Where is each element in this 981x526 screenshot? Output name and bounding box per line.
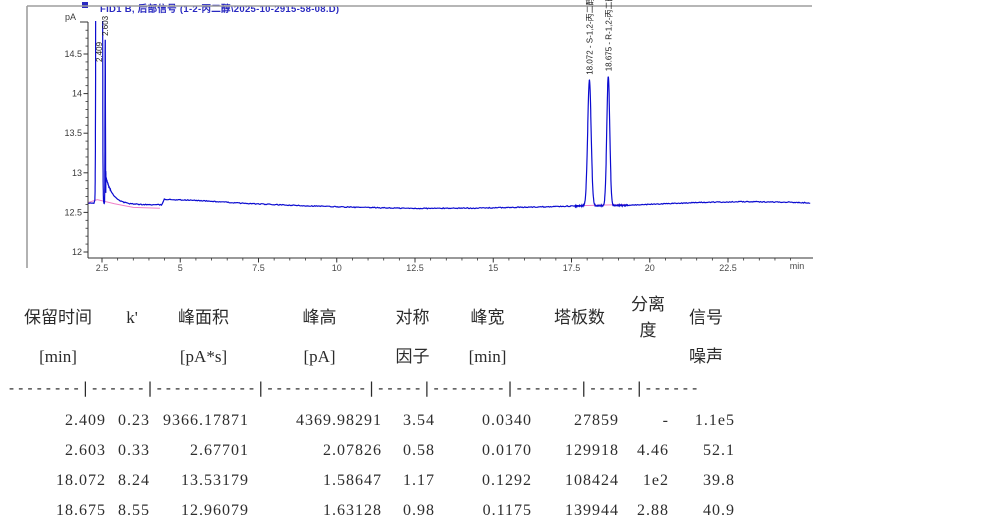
- table-cell: 0.1175: [482, 502, 532, 519]
- column-header: [pA]: [303, 347, 336, 366]
- table-cell: 40.9: [703, 502, 735, 519]
- table-cell: 27859: [574, 412, 619, 429]
- column-header: [623, 344, 673, 370]
- table-cell: 2.07826: [323, 442, 382, 459]
- table-cell: 8.55: [118, 502, 150, 519]
- column-header: 对称: [395, 308, 430, 327]
- table-cell: 0.1292: [482, 472, 532, 489]
- table-row: 2.603 0.33 2.67701 2.07826 0.58 0.0170 129918 4…: [6, 436, 739, 466]
- table-cell: 0.33: [118, 442, 150, 459]
- column-header: 峰宽: [470, 308, 505, 327]
- table-cell: 4369.98291: [296, 412, 382, 429]
- table-row: 2.409 0.23 9366.17871 4369.98291 3.54 0.0340 2…: [6, 406, 739, 436]
- peak-table-section: 保留时间 k' 峰面积 峰高 对称 峰宽 塔板数 分离度 信号 [min] [pA*s] [pA] 因子…: [6, 292, 739, 526]
- column-header: 分离度: [631, 295, 665, 340]
- table-cell: 18.675: [56, 502, 106, 519]
- x-axis-unit: min: [790, 261, 805, 271]
- x-tick-label: 7.5: [252, 263, 265, 273]
- x-tick-label: 15: [488, 263, 498, 273]
- y-tick-label: 13: [72, 168, 82, 178]
- table-cell: 1.17: [403, 472, 435, 489]
- table-cell: 3.54: [403, 412, 435, 429]
- peak-results-table: 保留时间 k' 峰面积 峰高 对称 峰宽 塔板数 分离度 信号 [min] [pA*s] [pA] 因子…: [6, 292, 739, 526]
- table-cell: 12.96079: [181, 502, 249, 519]
- column-header: 因子: [395, 347, 430, 366]
- signal-trace: [88, 21, 811, 210]
- x-tick-label: 22.5: [719, 263, 737, 273]
- table-cell: 0.0170: [482, 442, 532, 459]
- table-cell: 2.88: [637, 502, 669, 519]
- table-cell: 0.98: [403, 502, 435, 519]
- header-row-2: [min] [pA*s] [pA] 因子 [min] 噪声: [6, 344, 739, 370]
- table-cell: 139944: [565, 502, 619, 519]
- table-cell: 2.603: [65, 442, 106, 459]
- peak-label: 2.603: [101, 15, 110, 36]
- x-tick-label: 2.5: [96, 263, 109, 273]
- table-cell: 1.58647: [323, 472, 382, 489]
- x-tick-label: 10: [332, 263, 342, 273]
- column-header: k': [126, 308, 138, 327]
- column-header: 塔板数: [554, 308, 605, 327]
- signal-legend-marker: [82, 2, 88, 8]
- column-header: [536, 344, 623, 370]
- x-tick-label: 20: [645, 263, 655, 273]
- column-header: [110, 344, 154, 370]
- y-axis-unit: pA: [65, 12, 76, 22]
- table-cell: 1.1e5: [694, 412, 735, 429]
- column-header: 保留时间: [24, 308, 92, 327]
- column-header: [pA*s]: [179, 347, 228, 366]
- table-cell: 4.46: [637, 442, 669, 459]
- chart-title: FID1 B, 后部信号 (1-2-丙二醇\2025-10-2915-58-08…: [100, 3, 339, 15]
- y-tick-label: 14: [72, 89, 82, 99]
- table-cell: 0.23: [118, 412, 150, 429]
- table-cell: 52.1: [703, 442, 735, 459]
- table-cell: 9366.17871: [163, 412, 249, 429]
- y-tick-label: 12: [72, 247, 82, 257]
- table-cell: 108424: [565, 472, 619, 489]
- table-cell: 1.63128: [323, 502, 382, 519]
- column-header: 峰高: [302, 308, 337, 327]
- column-header: 信号: [689, 308, 723, 327]
- header-row-1: 保留时间 k' 峰面积 峰高 对称 峰宽 塔板数 分离度 信号: [6, 292, 739, 344]
- peak-label: 18.675 - R-1,2-丙二醇: [603, 0, 613, 71]
- table-cell: 2.67701: [190, 442, 249, 459]
- column-header: [min]: [39, 347, 77, 366]
- column-header: 峰面积: [178, 308, 229, 327]
- y-tick-label: 13.5: [64, 128, 82, 138]
- table-cell: 2.409: [65, 412, 106, 429]
- table-row: 18.675 8.55 12.96079 1.63128 0.98 0.1175 13994…: [6, 496, 739, 526]
- column-header: [min]: [468, 347, 507, 366]
- y-tick-label: 14.5: [64, 49, 82, 59]
- table-cell: -: [662, 412, 669, 429]
- table-cell: 129918: [565, 442, 619, 459]
- table-row: 18.072 8.24 13.53179 1.58647 1.17 0.1292 10842…: [6, 466, 739, 496]
- table-cell: 39.8: [703, 472, 735, 489]
- column-header: 噪声: [689, 347, 723, 366]
- report-page: FID1 B, 后部信号 (1-2-丙二醇\2025-10-2915-58-08…: [0, 0, 840, 519]
- table-cell: 18.072: [56, 472, 106, 489]
- separator-line: --------|------|-----------|-----------|…: [7, 379, 700, 397]
- table-cell: 1e2: [642, 472, 669, 489]
- separator-row: --------|------|-----------|-----------|…: [6, 370, 739, 406]
- x-tick-label: 17.5: [563, 263, 581, 273]
- table-cell: 8.24: [118, 472, 150, 489]
- x-tick-label: 5: [178, 263, 183, 273]
- table-cell: 13.53179: [181, 472, 249, 489]
- table-cell: 0.0340: [482, 412, 532, 429]
- x-tick-label: 12.5: [406, 263, 424, 273]
- y-tick-label: 12.5: [64, 207, 82, 217]
- peak-label: 18.072 - S-1,2-丙二醇: [584, 0, 594, 75]
- chromatogram-panel: FID1 B, 后部信号 (1-2-丙二醇\2025-10-2915-58-08…: [0, 0, 840, 280]
- table-cell: 0.58: [403, 442, 435, 459]
- chromatogram-plot: FID1 B, 后部信号 (1-2-丙二醇\2025-10-2915-58-08…: [26, 0, 813, 273]
- peak-label: 2.409: [95, 41, 104, 62]
